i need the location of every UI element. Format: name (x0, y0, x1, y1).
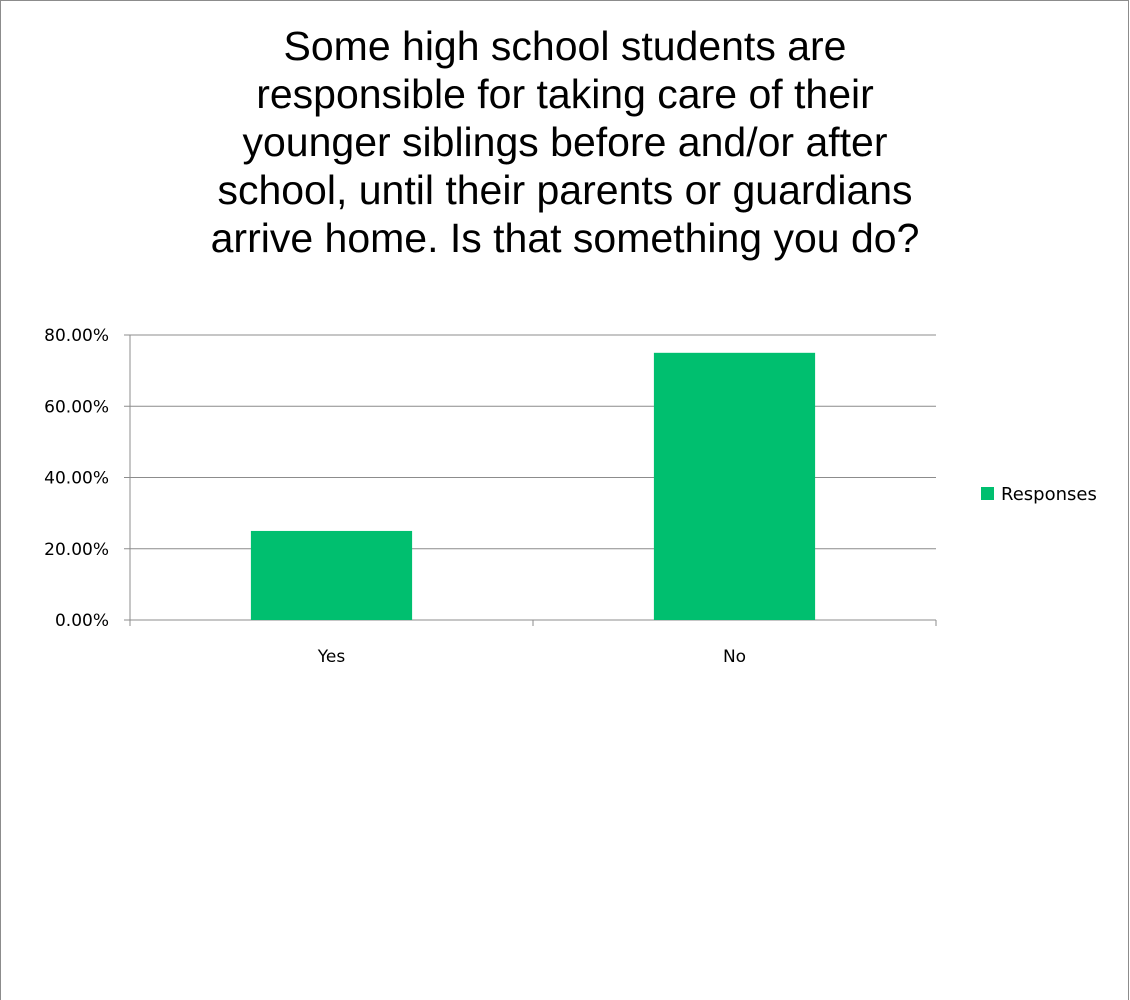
y-tick-label: 80.00% (44, 326, 109, 346)
chart-title-line: Some high school students are (283, 23, 847, 69)
chart-title-line: younger siblings before and/or after (242, 119, 888, 165)
chart-title-line: responsible for taking care of their (256, 71, 874, 117)
chart-title-line: school, until their parents or guardians (217, 167, 913, 213)
bar-yes (250, 530, 413, 620)
x-tick-label: Yes (317, 647, 346, 667)
y-tick-label: 0.00% (55, 611, 109, 631)
legend-label: Responses (1001, 484, 1097, 505)
legend-swatch (981, 487, 994, 500)
chart-title: Some high school students are responsibl… (120, 22, 1010, 262)
x-tick-label: No (723, 647, 746, 667)
y-tick-label: 20.00% (44, 540, 109, 560)
y-tick-label: 40.00% (44, 469, 109, 489)
chart-title-line: arrive home. Is that something you do? (210, 215, 920, 261)
bar-no (653, 352, 816, 620)
bar-chart: 0.00% 20.00% 40.00% 60.00% 80.00% Yes No Respon… (44, 326, 1097, 667)
y-tick-label: 60.00% (44, 397, 109, 417)
